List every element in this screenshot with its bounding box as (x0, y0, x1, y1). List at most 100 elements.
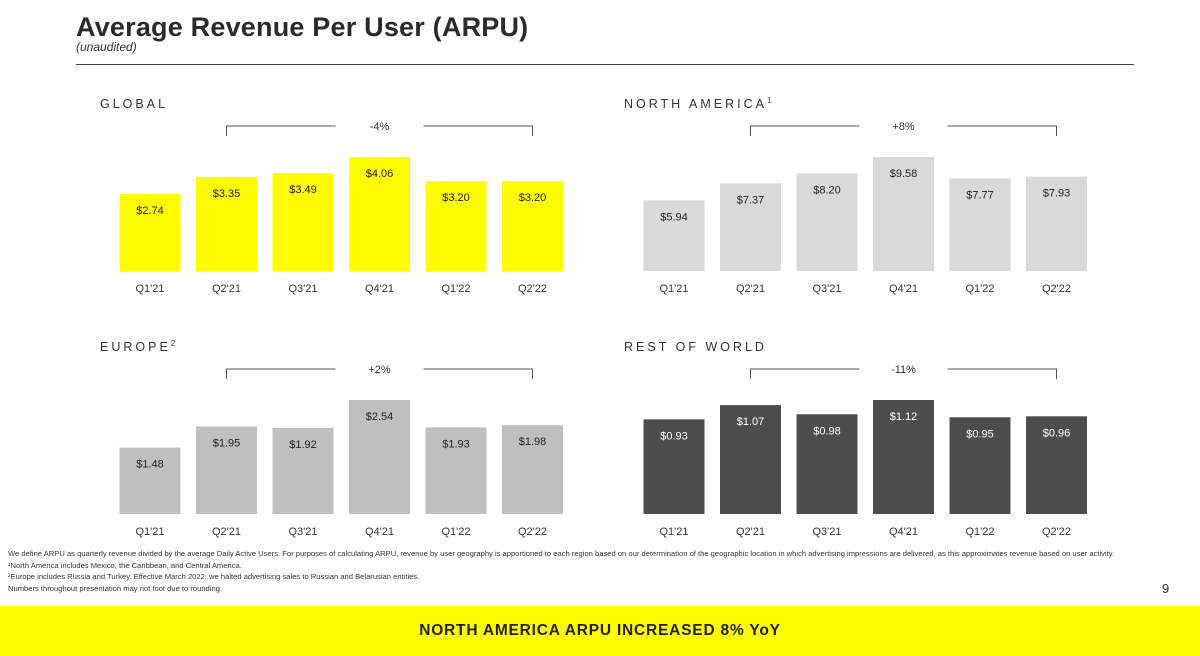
bar-value-label: $2.74 (136, 205, 164, 217)
chart-title-europe: EUROPE2 (100, 339, 176, 355)
bar (873, 157, 934, 271)
bar (873, 400, 934, 514)
bar (119, 194, 181, 271)
chart-title-rest-of-world: REST OF WORLD (624, 340, 767, 355)
bar-value-label: $0.95 (966, 428, 994, 440)
bar-value-label: $1.95 (213, 437, 241, 449)
x-tick-label: Q2'21 (736, 283, 765, 295)
x-tick-label: Q1'21 (659, 526, 688, 538)
x-tick-label: Q3'21 (812, 526, 841, 538)
yoy-bracket: -11% (750, 364, 1057, 379)
x-tick-label: Q3'21 (812, 283, 841, 295)
bar (720, 183, 781, 271)
chart-panel-europe: EUROPE2 +2% $1.48 Q1'21 $1.95 Q2'21 $1.92 Q3'2… (100, 339, 570, 579)
page-subtitle: (unaudited) (76, 40, 137, 54)
bar (643, 419, 705, 514)
footnote-north-america: ¹North America includes Mexico, the Cari… (8, 560, 242, 570)
bar-value-label: $1.07 (737, 416, 765, 428)
page-title: Average Revenue Per User (ARPU) (76, 12, 529, 42)
footnotes: We define ARPU as quarterly revenue divi… (8, 548, 1128, 594)
x-tick-label: Q1'21 (135, 526, 164, 538)
banner-text: NORTH AMERICA ARPU INCREASED 8% YoY (419, 622, 781, 639)
yoy-change-label: -11% (891, 364, 916, 376)
bar-value-label: $1.98 (519, 436, 547, 448)
x-tick-label: Q4'21 (365, 283, 394, 295)
chart-title-north-america: NORTH AMERICA1 (624, 96, 772, 112)
x-tick-label: Q1'22 (441, 526, 470, 538)
x-tick-label: Q4'21 (889, 526, 918, 538)
x-tick-label: Q2'21 (212, 283, 241, 295)
bar (643, 200, 705, 271)
bar (425, 427, 487, 514)
bar (196, 426, 257, 514)
bar (272, 427, 334, 514)
bar (796, 173, 858, 271)
x-tick-label: Q1'21 (135, 283, 164, 295)
bar-value-label: $1.93 (442, 438, 470, 450)
x-tick-label: Q3'21 (288, 526, 317, 538)
bar (272, 173, 334, 271)
yoy-change-label: -4% (370, 121, 390, 133)
x-tick-label: Q4'21 (365, 526, 394, 538)
bar (1026, 416, 1087, 514)
x-tick-label: Q2'21 (212, 526, 241, 538)
bar-value-label: $7.77 (966, 190, 994, 202)
bar-value-label: $3.35 (213, 188, 241, 200)
yoy-bracket: +8% (750, 121, 1057, 136)
bar-value-label: $0.96 (1043, 427, 1071, 439)
footnote-europe: ²Europe includes Russia and Turkey. Effe… (8, 572, 420, 582)
bar (349, 157, 410, 271)
bar (949, 417, 1011, 514)
bar-value-label: $2.54 (366, 411, 394, 423)
bar-value-label: $7.93 (1043, 188, 1071, 200)
x-tick-label: Q1'22 (965, 526, 994, 538)
chart-rest-of-world: -11% $0.93 Q1'21 $1.07 Q2'21 $0.98 Q3'21 $1.12 Q… (643, 364, 1087, 538)
bar (119, 447, 181, 514)
takeaway-banner: NORTH AMERICA ARPU INCREASED 8% YoY (0, 606, 1200, 656)
header-divider (76, 64, 1134, 65)
yoy-bracket: +2% (226, 364, 533, 379)
chart-global: -4% $2.74 Q1'21 $3.35 Q2'21 $3.49 Q3'21 $4.06 Q4… (119, 121, 563, 295)
bar (502, 181, 563, 271)
chart-panel-global: GLOBAL -4% $2.74 Q1'21 $3.35 Q2'21 $3.49 Q3'21… (100, 96, 570, 336)
x-tick-label: Q2'22 (1042, 283, 1071, 295)
bar (196, 176, 257, 271)
bar-value-label: $3.20 (519, 192, 547, 204)
page-number: 9 (1162, 581, 1170, 596)
chart-panel-north-america: NORTH AMERICA1 +8% $5.94 Q1'21 $7.37 Q2'21 $8… (624, 96, 1094, 336)
footnote-rounding: Numbers throughout presentation may not … (8, 583, 223, 593)
x-tick-label: Q2'21 (736, 526, 765, 538)
bar-value-label: $5.94 (660, 211, 688, 223)
bar-value-label: $1.48 (136, 459, 164, 471)
x-tick-label: Q2'22 (518, 526, 547, 538)
bar (949, 178, 1011, 271)
bar-value-label: $0.98 (813, 425, 841, 437)
chart-north-america: +8% $5.94 Q1'21 $7.37 Q2'21 $8.20 Q3'21 $9.58 Q4… (643, 121, 1087, 295)
x-tick-label: Q1'22 (441, 283, 470, 295)
chart-title-global: GLOBAL (100, 97, 169, 112)
bar-value-label: $4.06 (366, 168, 394, 180)
bar (1026, 176, 1087, 271)
x-tick-label: Q2'22 (1042, 526, 1071, 538)
yoy-bracket: -4% (226, 121, 533, 136)
chart-europe: +2% $1.48 Q1'21 $1.95 Q2'21 $1.92 Q3'21 $2.54 Q4… (119, 364, 563, 538)
x-tick-label: Q4'21 (889, 283, 918, 295)
bar (425, 181, 487, 271)
bar-value-label: $1.92 (289, 439, 317, 451)
bar-value-label: $7.37 (737, 194, 765, 206)
bar (720, 405, 781, 514)
bar-value-label: $0.93 (660, 430, 688, 442)
yoy-change-label: +8% (892, 121, 915, 133)
bar-value-label: $8.20 (813, 184, 841, 196)
bar-value-label: $3.49 (289, 184, 317, 196)
bar (796, 414, 858, 514)
yoy-change-label: +2% (368, 364, 391, 376)
x-tick-label: Q3'21 (288, 283, 317, 295)
x-tick-label: Q1'21 (659, 283, 688, 295)
x-tick-label: Q2'22 (518, 283, 547, 295)
footnote-arpu-definition: We define ARPU as quarterly revenue divi… (8, 549, 1115, 558)
bar-value-label: $1.12 (890, 411, 918, 423)
bar (502, 425, 563, 514)
chart-panel-rest-of-world: REST OF WORLD -11% $0.93 Q1'21 $1.07 Q2'21 $0… (624, 339, 1094, 579)
bar (349, 400, 410, 514)
